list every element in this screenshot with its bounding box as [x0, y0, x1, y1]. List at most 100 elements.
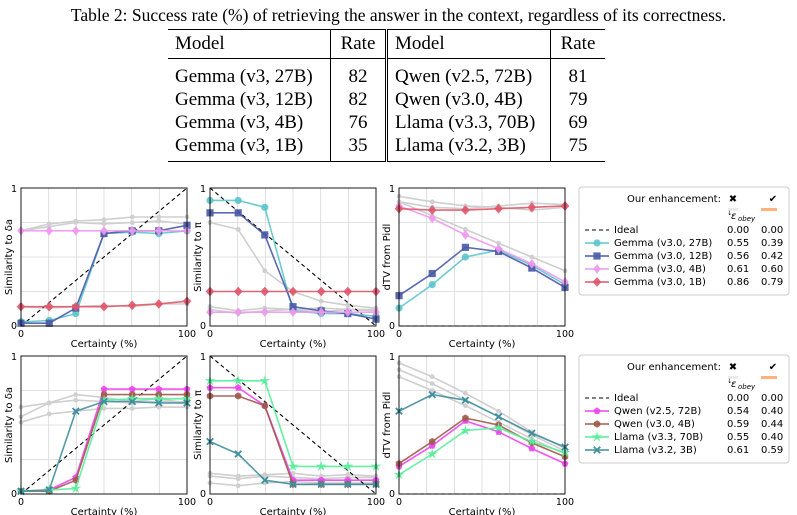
data-point — [343, 480, 352, 489]
data-point — [234, 392, 242, 400]
y-axis-label: Similarity to δa — [4, 387, 15, 463]
background-point — [529, 254, 535, 260]
arrow-icon: ↓ — [727, 210, 732, 217]
y-tick-label: 0 — [11, 321, 17, 332]
table-cell: 76 — [330, 111, 387, 134]
legend-header: Our enhancement: — [627, 194, 721, 205]
legend-value: 0.00 — [727, 225, 749, 236]
data-point — [155, 385, 163, 393]
background-point — [262, 268, 268, 274]
x-axis-label: Certainty (%) — [260, 339, 327, 350]
legend-row1: Our enhancement: ✖ ✔ ε obey ↓ Ideal 0.00 0.00 Qwe… — [578, 354, 790, 464]
colorbar-icon — [728, 208, 738, 211]
background-point — [429, 381, 435, 386]
cross-icon: ✖ — [729, 194, 737, 205]
x-tick-label: 100 — [556, 497, 574, 508]
data-point — [461, 396, 470, 404]
panel-row1-col2: 0 100 0 1 Certainty (%) dTV from Pidl — [382, 352, 574, 515]
series-line — [398, 205, 566, 283]
x-tick-label: 100 — [178, 329, 196, 340]
background-point — [496, 408, 501, 414]
table-row: Gemma (v3, 4B) 76 Llama (v3.3, 70B) 69 — [168, 111, 605, 134]
data-point — [154, 399, 163, 407]
background-point — [429, 199, 435, 205]
legend-ideal-label: Ideal — [614, 393, 638, 404]
data-point — [461, 253, 469, 261]
epsilon-label: ε — [731, 379, 737, 390]
data-point — [128, 225, 136, 236]
background-point — [73, 392, 79, 398]
legend-series-label: Llama (v3.2, 3B) — [614, 445, 697, 456]
table-cell: Gemma (v3, 4B) — [175, 112, 304, 133]
legend-row0: Our enhancement: ✖ ✔ ε obey ↓ Ideal 0.00 0.00 Gem… — [578, 186, 790, 296]
background-point — [318, 298, 324, 304]
data-point — [260, 476, 269, 485]
legend-series-label: Qwen (v2.5, 72B) — [614, 406, 701, 417]
series-line — [398, 246, 566, 297]
table-cell: Qwen (v2.5, 72B) — [385, 58, 551, 88]
y-tick-label: 0 — [200, 489, 206, 500]
panel-row1-col0: 0 100 0 1 Certainty (%) Similarity to δa — [4, 352, 196, 515]
data-point — [342, 460, 354, 472]
data-point — [234, 209, 242, 217]
data-point — [428, 213, 436, 224]
legend-series-label: Llama (v3.3, 70B) — [614, 432, 703, 443]
legend-value: 0.44 — [761, 419, 783, 430]
data-point — [427, 205, 437, 215]
legend-marker — [593, 239, 601, 247]
panel-row0-col2: 0 100 0 1 Certainty (%) dTV from Pidl — [382, 184, 574, 350]
colorbar-icon — [761, 376, 777, 379]
table-cell: Gemma (v3, 1B) — [168, 134, 331, 162]
data-point — [461, 230, 470, 240]
data-point — [428, 269, 436, 278]
legend-value: 0.00 — [727, 393, 749, 404]
epsilon-label: ε — [731, 211, 737, 222]
colorbar-icon — [761, 208, 777, 211]
data-point — [428, 437, 436, 446]
data-point — [71, 301, 81, 312]
background-series-line — [398, 362, 566, 450]
data-point — [234, 307, 242, 318]
y-tick-label: 1 — [11, 352, 17, 363]
data-point — [233, 286, 243, 297]
data-point — [259, 375, 271, 386]
legend-box — [578, 186, 790, 296]
epsilon-subscript: obey — [738, 383, 756, 391]
data-point — [155, 225, 163, 236]
x-axis-label: Certainty (%) — [449, 339, 516, 350]
series-line — [398, 417, 566, 465]
data-point — [100, 397, 108, 406]
data-point — [493, 422, 505, 433]
background-point — [101, 406, 107, 411]
y-tick-label: 0 — [389, 321, 395, 332]
table-row: Gemma (v3, 1B) 35 Llama (v3.2, 3B) 75 — [168, 134, 605, 162]
table-cell: Qwen (v3.0, 4B) — [385, 88, 551, 111]
background-point — [129, 214, 135, 220]
y-tick-label: 1 — [200, 352, 206, 363]
legend-value: 0.55 — [727, 432, 749, 443]
data-point — [317, 307, 325, 318]
legend-value: 0.39 — [761, 238, 783, 249]
data-point — [45, 225, 53, 236]
legend-marker — [593, 264, 601, 274]
legend-marker — [593, 252, 601, 260]
check-icon: ✔ — [769, 362, 777, 373]
header-model-right: Model — [385, 29, 551, 59]
legend-value: 0.42 — [761, 251, 783, 262]
legend-value: 0.79 — [761, 277, 783, 288]
legend-value: 0.40 — [761, 406, 783, 417]
legend-header: Our enhancement: — [627, 362, 721, 373]
check-icon: ✔ — [769, 194, 777, 205]
axes-frame — [398, 355, 566, 495]
y-tick-label: 0 — [11, 489, 17, 500]
series-line — [398, 249, 566, 309]
table-row: Gemma (v3, 12B) 82 Qwen (v3.0, 4B) 79 — [168, 88, 605, 111]
table-cell: Llama (v3.3, 70B) — [385, 111, 551, 134]
data-point — [72, 225, 80, 236]
data-point — [344, 307, 352, 318]
legend-value: 0.59 — [761, 445, 783, 456]
y-tick-label: 0 — [389, 489, 395, 500]
background-point — [73, 397, 79, 403]
y-tick-label: 1 — [200, 184, 206, 195]
series-line — [398, 420, 566, 468]
